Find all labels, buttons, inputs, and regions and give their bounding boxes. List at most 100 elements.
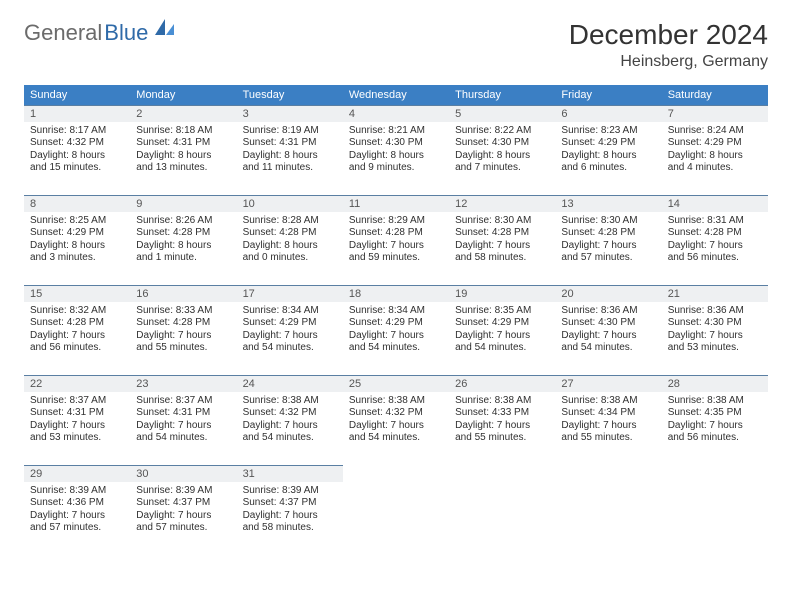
day-number: 4 [343, 105, 449, 122]
sunrise-line: Sunrise: 8:17 AM [30, 125, 106, 136]
calendar-day-cell: .. [555, 465, 661, 555]
day-details: Sunrise: 8:36 AMSunset: 4:30 PMDaylight:… [662, 302, 768, 359]
sunrise-line: Sunrise: 8:38 AM [349, 395, 425, 406]
sunset-line: Sunset: 4:33 PM [455, 407, 529, 418]
calendar-week-row: 1Sunrise: 8:17 AMSunset: 4:32 PMDaylight… [24, 105, 768, 195]
daylight-line: Daylight: 7 hours and 57 minutes. [136, 510, 211, 534]
sunrise-line: Sunrise: 8:39 AM [30, 485, 106, 496]
dow-header: Friday [555, 85, 661, 105]
sunset-line: Sunset: 4:29 PM [561, 137, 635, 148]
calendar-day-cell: 25Sunrise: 8:38 AMSunset: 4:32 PMDayligh… [343, 375, 449, 465]
daylight-line: Daylight: 8 hours and 3 minutes. [30, 240, 105, 264]
sunset-line: Sunset: 4:37 PM [243, 497, 317, 508]
sunset-line: Sunset: 4:28 PM [243, 227, 317, 238]
sunset-line: Sunset: 4:29 PM [668, 137, 742, 148]
calendar-day-cell: 22Sunrise: 8:37 AMSunset: 4:31 PMDayligh… [24, 375, 130, 465]
day-number: 21 [662, 285, 768, 302]
day-details: Sunrise: 8:38 AMSunset: 4:32 PMDaylight:… [343, 392, 449, 449]
daylight-line: Daylight: 7 hours and 54 minutes. [455, 330, 530, 354]
dow-header: Monday [130, 85, 236, 105]
calendar-day-cell: 8Sunrise: 8:25 AMSunset: 4:29 PMDaylight… [24, 195, 130, 285]
sunrise-line: Sunrise: 8:35 AM [455, 305, 531, 316]
sunrise-line: Sunrise: 8:39 AM [243, 485, 319, 496]
sunset-line: Sunset: 4:28 PM [136, 227, 210, 238]
daylight-line: Daylight: 8 hours and 9 minutes. [349, 150, 424, 174]
calendar-day-cell: 11Sunrise: 8:29 AMSunset: 4:28 PMDayligh… [343, 195, 449, 285]
brand-word-general: General [24, 20, 102, 46]
sunset-line: Sunset: 4:29 PM [455, 317, 529, 328]
sunrise-line: Sunrise: 8:18 AM [136, 125, 212, 136]
day-number: 6 [555, 105, 661, 122]
day-details: Sunrise: 8:32 AMSunset: 4:28 PMDaylight:… [24, 302, 130, 359]
day-number: 17 [237, 285, 343, 302]
day-number: 8 [24, 195, 130, 212]
sunrise-line: Sunrise: 8:34 AM [349, 305, 425, 316]
day-number: 20 [555, 285, 661, 302]
daylight-line: Daylight: 7 hours and 56 minutes. [668, 420, 743, 444]
day-number: 13 [555, 195, 661, 212]
calendar-day-cell: 20Sunrise: 8:36 AMSunset: 4:30 PMDayligh… [555, 285, 661, 375]
calendar-day-cell: 12Sunrise: 8:30 AMSunset: 4:28 PMDayligh… [449, 195, 555, 285]
day-details: Sunrise: 8:30 AMSunset: 4:28 PMDaylight:… [555, 212, 661, 269]
day-details: Sunrise: 8:33 AMSunset: 4:28 PMDaylight:… [130, 302, 236, 359]
sunrise-line: Sunrise: 8:28 AM [243, 215, 319, 226]
sunrise-line: Sunrise: 8:24 AM [668, 125, 744, 136]
day-number: 2 [130, 105, 236, 122]
sunrise-line: Sunrise: 8:37 AM [136, 395, 212, 406]
day-details: Sunrise: 8:38 AMSunset: 4:35 PMDaylight:… [662, 392, 768, 449]
day-number: 30 [130, 465, 236, 482]
calendar-day-cell: 3Sunrise: 8:19 AMSunset: 4:31 PMDaylight… [237, 105, 343, 195]
day-details: Sunrise: 8:24 AMSunset: 4:29 PMDaylight:… [662, 122, 768, 179]
daylight-line: Daylight: 8 hours and 6 minutes. [561, 150, 636, 174]
sunset-line: Sunset: 4:32 PM [30, 137, 104, 148]
sunrise-line: Sunrise: 8:38 AM [455, 395, 531, 406]
daylight-line: Daylight: 7 hours and 54 minutes. [349, 420, 424, 444]
calendar-day-cell: .. [449, 465, 555, 555]
sunset-line: Sunset: 4:30 PM [561, 317, 635, 328]
brand-word-blue: Blue [104, 20, 148, 46]
calendar-day-cell: 1Sunrise: 8:17 AMSunset: 4:32 PMDaylight… [24, 105, 130, 195]
location: Heinsberg, Germany [569, 53, 768, 71]
daylight-line: Daylight: 7 hours and 56 minutes. [30, 330, 105, 354]
daylight-line: Daylight: 7 hours and 54 minutes. [136, 420, 211, 444]
calendar-day-cell: 7Sunrise: 8:24 AMSunset: 4:29 PMDaylight… [662, 105, 768, 195]
day-number: 27 [555, 375, 661, 392]
day-number: 29 [24, 465, 130, 482]
sunrise-line: Sunrise: 8:36 AM [668, 305, 744, 316]
daylight-line: Daylight: 7 hours and 58 minutes. [243, 510, 318, 534]
daylight-line: Daylight: 7 hours and 57 minutes. [30, 510, 105, 534]
sunrise-line: Sunrise: 8:38 AM [243, 395, 319, 406]
sunset-line: Sunset: 4:30 PM [668, 317, 742, 328]
sunset-line: Sunset: 4:31 PM [136, 137, 210, 148]
day-details: Sunrise: 8:22 AMSunset: 4:30 PMDaylight:… [449, 122, 555, 179]
daylight-line: Daylight: 7 hours and 54 minutes. [349, 330, 424, 354]
sunrise-line: Sunrise: 8:23 AM [561, 125, 637, 136]
calendar-header-row: SundayMondayTuesdayWednesdayThursdayFrid… [24, 85, 768, 105]
sunset-line: Sunset: 4:28 PM [30, 317, 104, 328]
day-details: Sunrise: 8:21 AMSunset: 4:30 PMDaylight:… [343, 122, 449, 179]
sunrise-line: Sunrise: 8:31 AM [668, 215, 744, 226]
daylight-line: Daylight: 8 hours and 11 minutes. [243, 150, 318, 174]
calendar-day-cell: 18Sunrise: 8:34 AMSunset: 4:29 PMDayligh… [343, 285, 449, 375]
sunset-line: Sunset: 4:28 PM [136, 317, 210, 328]
calendar-day-cell: 23Sunrise: 8:37 AMSunset: 4:31 PMDayligh… [130, 375, 236, 465]
calendar-day-cell: .. [343, 465, 449, 555]
day-details: Sunrise: 8:34 AMSunset: 4:29 PMDaylight:… [343, 302, 449, 359]
daylight-line: Daylight: 8 hours and 15 minutes. [30, 150, 105, 174]
header: GeneralBlue December 2024 Heinsberg, Ger… [24, 20, 768, 71]
sunset-line: Sunset: 4:28 PM [349, 227, 423, 238]
day-number: 26 [449, 375, 555, 392]
brand-logo: GeneralBlue [24, 20, 176, 46]
day-details: Sunrise: 8:38 AMSunset: 4:33 PMDaylight:… [449, 392, 555, 449]
sunrise-line: Sunrise: 8:30 AM [455, 215, 531, 226]
sunrise-line: Sunrise: 8:39 AM [136, 485, 212, 496]
day-number: 10 [237, 195, 343, 212]
calendar-day-cell: 26Sunrise: 8:38 AMSunset: 4:33 PMDayligh… [449, 375, 555, 465]
day-number: 11 [343, 195, 449, 212]
calendar-day-cell: 28Sunrise: 8:38 AMSunset: 4:35 PMDayligh… [662, 375, 768, 465]
daylight-line: Daylight: 8 hours and 1 minute. [136, 240, 211, 264]
daylight-line: Daylight: 7 hours and 55 minutes. [136, 330, 211, 354]
calendar-day-cell: 29Sunrise: 8:39 AMSunset: 4:36 PMDayligh… [24, 465, 130, 555]
sunrise-line: Sunrise: 8:34 AM [243, 305, 319, 316]
calendar-day-cell: 2Sunrise: 8:18 AMSunset: 4:31 PMDaylight… [130, 105, 236, 195]
